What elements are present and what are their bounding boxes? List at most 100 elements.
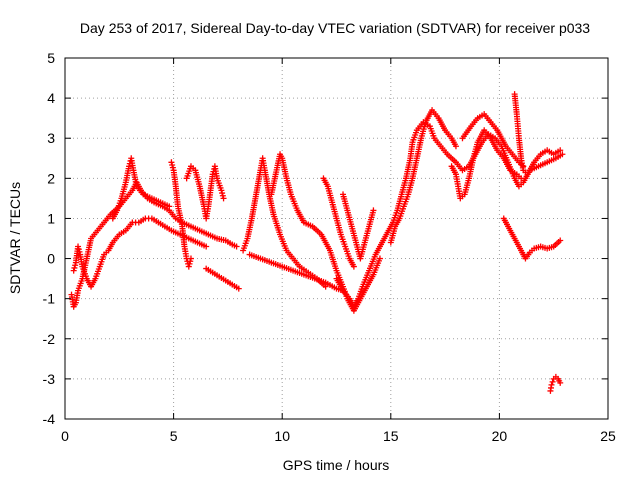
data-point-trace [249, 193, 259, 220]
data-point-trace [197, 185, 207, 208]
y-axis-label: SDTVAR / TECUs [7, 182, 23, 294]
data-point-trace [415, 121, 425, 132]
data-point-trace [430, 109, 440, 120]
data-point-trace [513, 113, 522, 139]
data-point-trace [432, 137, 443, 148]
data-point-marker [370, 207, 377, 214]
data-point-marker [218, 187, 225, 194]
data-point-trace [214, 177, 224, 191]
y-tick-label: 4 [47, 90, 55, 106]
y-tick-labels: -4 -3 -2 -1 0 1 2 3 4 5 [43, 50, 56, 427]
data-point-trace [539, 148, 549, 156]
data-point-trace [89, 229, 99, 240]
data-point-marker [518, 175, 525, 182]
data-point-trace [253, 169, 264, 196]
data-points [68, 91, 566, 394]
data-point-trace [466, 157, 476, 180]
data-point-trace [533, 244, 542, 251]
data-point-marker [557, 379, 564, 386]
data-point-trace [528, 164, 540, 173]
data-point-trace [288, 193, 300, 212]
data-point-trace [341, 289, 351, 300]
data-point-trace [106, 241, 115, 252]
data-point-trace [117, 197, 128, 208]
data-point-marker [548, 381, 555, 388]
data-point-trace [153, 200, 164, 209]
data-point-trace [327, 249, 339, 272]
data-point-trace [482, 113, 493, 124]
data-point-trace [285, 249, 295, 260]
data-point-trace [506, 225, 515, 236]
data-point-marker [187, 255, 194, 262]
data-point-trace [277, 233, 289, 252]
data-point-trace [549, 378, 556, 385]
data-point-trace [446, 152, 458, 164]
data-point-trace [164, 224, 173, 233]
data-point-trace [449, 165, 458, 176]
data-point-trace [321, 177, 330, 188]
data-point-trace [360, 269, 372, 288]
grid-lines [65, 58, 608, 419]
data-point-trace [393, 217, 402, 228]
data-point-trace [364, 273, 376, 288]
data-point-trace [157, 220, 166, 229]
data-point-trace [516, 137, 524, 160]
data-point-trace [84, 277, 93, 288]
data-point-trace [380, 229, 391, 244]
data-point-trace [373, 241, 385, 256]
data-point-trace [262, 169, 272, 196]
data-point-trace [555, 152, 564, 160]
data-point-trace [386, 221, 395, 232]
data-point-trace [552, 239, 562, 249]
data-point-trace [303, 272, 316, 281]
data-point-trace [401, 193, 411, 208]
data-point-trace [449, 137, 458, 148]
data-point-trace [329, 201, 339, 220]
data-point-trace [279, 157, 290, 180]
data-point-trace [495, 149, 506, 160]
data-point-trace [473, 141, 484, 156]
data-point-trace [504, 145, 514, 156]
data-point-trace [469, 117, 480, 128]
data-point-marker [126, 163, 133, 170]
data-point-trace [244, 217, 255, 240]
data-point-trace [338, 233, 348, 248]
data-point-trace [205, 173, 216, 208]
data-point-trace [124, 221, 134, 232]
data-point-trace [509, 168, 518, 176]
data-point-marker [235, 285, 242, 292]
data-point-trace [271, 213, 283, 236]
data-point-marker [350, 263, 357, 270]
y-tick-label: 2 [47, 170, 55, 186]
x-tick-label: 15 [383, 428, 399, 444]
x-tick-labels: 0 5 10 15 20 25 [61, 428, 616, 444]
data-point-trace [495, 129, 504, 140]
data-point-trace [173, 185, 181, 208]
data-point-trace [159, 200, 171, 209]
data-point-trace [89, 277, 98, 288]
data-point-trace [311, 225, 323, 236]
data-point-trace [298, 265, 310, 275]
data-point-trace [462, 177, 472, 196]
data-point-trace [325, 185, 335, 204]
data-point-trace [135, 185, 145, 196]
data-point-trace [510, 233, 519, 244]
y-tick-label: -2 [43, 331, 56, 347]
x-tick-label: 5 [170, 428, 178, 444]
data-point-trace [268, 173, 279, 196]
data-point-trace [371, 257, 383, 276]
data-point-trace [118, 228, 127, 237]
data-point-trace [167, 209, 178, 220]
data-point-trace [476, 112, 486, 120]
data-point-trace [97, 253, 107, 268]
data-point-trace [151, 216, 160, 225]
data-point-trace [207, 232, 218, 241]
data-point-marker [75, 243, 82, 250]
data-point-trace [224, 278, 234, 287]
data-point-trace [482, 129, 493, 140]
data-point-marker [168, 159, 175, 166]
chart-title: Day 253 of 2017, Sidereal Day-to-day VTE… [80, 20, 590, 36]
data-point-trace [142, 192, 153, 201]
y-tick-label: -3 [43, 371, 56, 387]
data-point-trace [532, 153, 543, 164]
